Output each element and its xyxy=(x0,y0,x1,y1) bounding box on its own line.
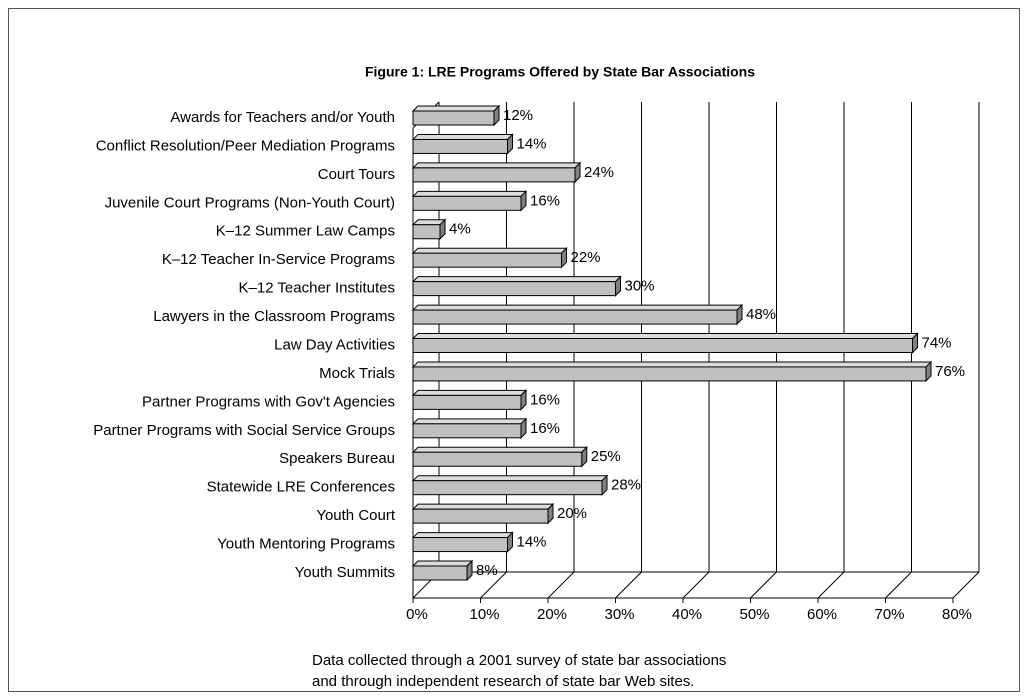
floor-line xyxy=(750,571,777,599)
category-label: Youth Mentoring Programs xyxy=(217,536,395,553)
category-label: Lawyers in the Classroom Programs xyxy=(153,308,395,325)
category-label: Youth Court xyxy=(316,507,396,524)
floor-line xyxy=(682,571,710,599)
bar xyxy=(412,167,576,183)
value-label: 22% xyxy=(571,249,601,266)
category-label: Court Tours xyxy=(318,166,395,183)
x-tick-label: 50% xyxy=(739,606,769,623)
bar xyxy=(412,508,549,524)
bar-top xyxy=(411,532,514,539)
value-label: 20% xyxy=(557,505,587,522)
bar xyxy=(412,451,583,467)
bar-top xyxy=(411,105,501,112)
value-label: 74% xyxy=(922,334,952,351)
bar xyxy=(412,338,913,353)
bar-top xyxy=(411,276,622,283)
frame xyxy=(8,8,1020,692)
bar xyxy=(412,224,441,240)
bar-top xyxy=(411,247,568,254)
value-label: 16% xyxy=(530,420,560,437)
category-label: Law Day Activities xyxy=(274,336,395,353)
note-line: Data collected through a 2001 survey of … xyxy=(312,652,726,669)
category-label: Partner Programs with Social Service Gro… xyxy=(93,422,395,439)
category-label: Awards for Teachers and/or Youth xyxy=(170,109,395,126)
value-label: 28% xyxy=(611,477,641,494)
category-label: K–12 Teacher In-Service Programs xyxy=(162,251,395,268)
value-label: 16% xyxy=(530,192,560,209)
value-label: 14% xyxy=(517,135,547,152)
category-label: Youth Summits xyxy=(295,564,395,581)
value-label: 76% xyxy=(935,363,965,380)
bar-top xyxy=(411,560,474,567)
bar-top xyxy=(411,361,933,368)
bar-top xyxy=(411,133,514,140)
bar xyxy=(412,309,738,325)
bar-top xyxy=(411,304,744,311)
chart-title: Figure 1: LRE Programs Offered by State … xyxy=(365,64,755,80)
bar xyxy=(412,480,603,496)
floor-line xyxy=(615,571,642,599)
value-label: 24% xyxy=(584,164,614,181)
floor-line xyxy=(817,571,845,599)
category-label: Conflict Resolution/Peer Mediation Progr… xyxy=(96,137,395,154)
bar-top xyxy=(411,190,528,197)
bar xyxy=(412,281,616,297)
bar xyxy=(412,252,562,268)
value-label: 4% xyxy=(449,221,471,238)
x-tick-label: 20% xyxy=(537,606,567,623)
bar xyxy=(412,138,508,154)
value-label: 30% xyxy=(625,278,655,295)
bar xyxy=(412,366,927,382)
category-label: Mock Trials xyxy=(319,365,395,382)
category-label: Speakers Bureau xyxy=(279,450,395,467)
x-tick-label: 10% xyxy=(469,606,499,623)
value-label: 8% xyxy=(476,562,498,579)
value-label: 16% xyxy=(530,391,560,408)
x-tick-label: 60% xyxy=(807,606,837,623)
floor-line xyxy=(952,571,980,599)
x-tick-label: 0% xyxy=(406,606,428,623)
bar xyxy=(412,110,495,126)
bar-top xyxy=(411,503,555,510)
note-line: and through independent research of stat… xyxy=(312,673,694,690)
bar-top xyxy=(411,446,588,453)
floor-line xyxy=(885,571,912,599)
bar xyxy=(412,394,522,410)
bar xyxy=(412,537,508,553)
value-label: 48% xyxy=(746,306,776,323)
bar-top xyxy=(411,389,528,396)
category-label: K–12 Summer Law Camps xyxy=(216,223,395,240)
bar-top xyxy=(411,333,919,339)
floor-line xyxy=(547,571,575,599)
floor-line xyxy=(480,571,507,599)
value-label: 14% xyxy=(517,534,547,551)
bar xyxy=(412,195,522,211)
bar-top xyxy=(411,418,528,425)
x-tick-label: 70% xyxy=(874,606,904,623)
value-label: 12% xyxy=(503,107,533,124)
bar xyxy=(412,423,522,439)
bar-top xyxy=(411,162,582,169)
category-label: Partner Programs with Gov't Agencies xyxy=(142,393,395,410)
x-tick-label: 30% xyxy=(604,606,634,623)
bar xyxy=(412,565,468,581)
bar-top xyxy=(411,475,609,482)
category-label: Statewide LRE Conferences xyxy=(207,479,395,496)
x-tick-label: 40% xyxy=(672,606,702,623)
category-label: K–12 Teacher Institutes xyxy=(239,280,396,297)
x-tick-label: 80% xyxy=(942,606,972,623)
value-label: 25% xyxy=(591,448,621,465)
category-label: Juvenile Court Programs (Non-Youth Court… xyxy=(105,194,395,211)
